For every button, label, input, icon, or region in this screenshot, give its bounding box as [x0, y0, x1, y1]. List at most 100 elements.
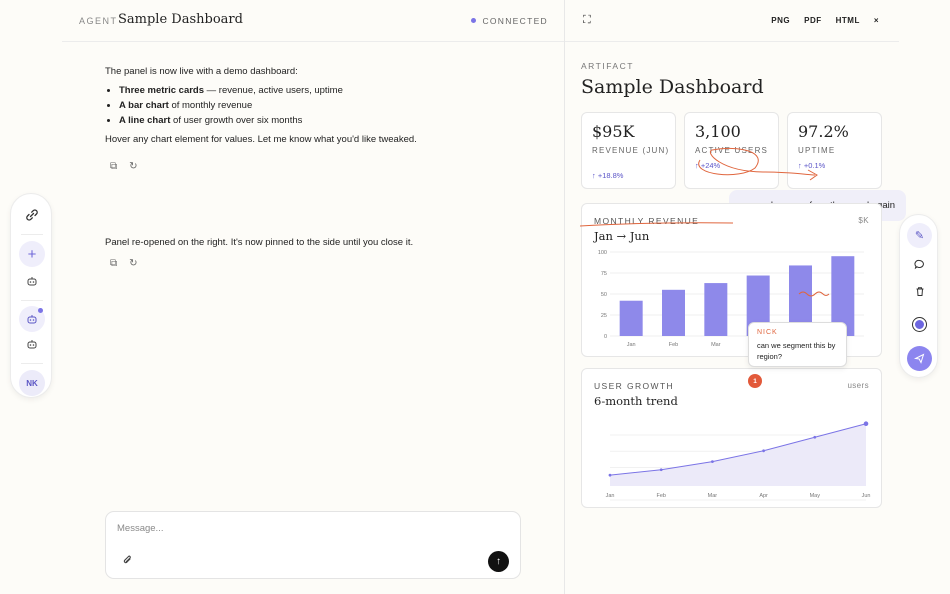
message-text: Hover any chart element for values. Let … — [105, 134, 417, 145]
send-button[interactable]: ↑ — [488, 551, 509, 572]
comment-text: can we segment this by region? — [757, 341, 836, 361]
chart-label: USER GROWTH — [594, 381, 675, 391]
list-item-text: of monthly revenue — [168, 100, 253, 111]
revenue-bar — [831, 256, 855, 336]
rail-divider — [21, 234, 43, 235]
list-item-bold: A line chart — [119, 115, 171, 126]
pencil-icon[interactable]: ✎ — [907, 223, 932, 248]
x-tick-label: Jun — [862, 493, 871, 499]
list-item: A line chart of user growth over six mon… — [119, 113, 505, 128]
connection-status: CONNECTED — [471, 16, 548, 26]
close-icon[interactable]: × — [873, 16, 879, 25]
data-point — [863, 421, 869, 427]
paperclip-icon[interactable] — [122, 554, 133, 569]
comment-bubble[interactable]: NICK can we segment this by region? — [748, 322, 847, 367]
x-tick-label: Jan — [627, 342, 636, 348]
metric-value: 3,100 — [695, 122, 741, 141]
list-item-text: of user growth over six months — [170, 115, 303, 126]
robot-icon[interactable] — [19, 306, 45, 332]
revenue-bar — [619, 300, 643, 336]
list-item-text: — revenue, active users, uptime — [204, 85, 343, 96]
robot-icon-svg — [27, 277, 37, 286]
metric-label: UPTIME — [798, 146, 836, 155]
link-icon-svg — [26, 209, 38, 221]
comment-pin[interactable]: 1 — [748, 374, 762, 388]
y-tick-label: 0 — [604, 334, 607, 340]
metric-card-uptime[interactable]: 97.2% UPTIME ↑ +0.1% — [787, 112, 882, 189]
list-item: A bar chart of monthly revenue — [119, 98, 505, 113]
retry-icon[interactable]: ↻ — [129, 258, 138, 269]
paperclip-icon-svg — [123, 555, 131, 564]
send-feedback-button[interactable] — [907, 346, 932, 371]
metric-trend: ↑ +18.8% — [592, 171, 624, 180]
data-point — [711, 460, 714, 464]
x-tick-label: Mar — [711, 342, 721, 348]
expand-icon[interactable]: ⛶ — [583, 14, 591, 26]
metric-card-revenue[interactable]: $95K REVENUE (JUN) ↑ +18.8% — [581, 112, 676, 189]
new-chat-button[interactable]: + — [19, 241, 45, 267]
comment-icon-svg — [914, 259, 924, 270]
x-tick-label: Jan — [606, 493, 615, 499]
unread-dot — [38, 308, 43, 313]
color-swatch — [913, 318, 926, 331]
trash-icon[interactable] — [907, 279, 932, 304]
copy-icon[interactable]: ⧉ — [110, 258, 118, 269]
robot-icon[interactable] — [19, 331, 45, 357]
area-fill — [610, 423, 866, 486]
y-tick-label: 100 — [598, 250, 607, 256]
metric-value: $95K — [592, 122, 635, 141]
x-tick-label: Feb — [669, 342, 678, 348]
artifact-label: ARTIFACT — [581, 61, 634, 71]
chart-label: MONTHLY REVENUE — [594, 216, 700, 226]
avatar[interactable]: NK — [19, 370, 45, 396]
y-tick-label: 75 — [601, 271, 607, 277]
artifact-title: Sample Dashboard — [581, 76, 764, 98]
rail-divider — [21, 300, 43, 301]
export-group: PNG PDF HTML × — [771, 16, 879, 25]
agent-label: AGENT — [79, 16, 118, 26]
growth-chart-panel: Jan Feb Mar Apr May Jun USER GROWTH users 6-m… — [581, 368, 882, 508]
trash-icon-svg — [916, 287, 923, 296]
robot-icon-svg — [27, 340, 37, 349]
comment-icon[interactable] — [907, 252, 932, 277]
revenue-bar — [789, 265, 812, 336]
x-tick-label: Mar — [708, 493, 718, 499]
series-line — [609, 423, 867, 476]
message-input[interactable]: Message... — [117, 523, 164, 534]
robot-icon[interactable] — [19, 268, 45, 294]
panel-divider — [564, 0, 565, 594]
user-growth-line-chart: Jan Feb Mar Apr May Jun — [606, 421, 871, 501]
export-html-button[interactable]: HTML — [835, 16, 860, 25]
chart-unit: users — [847, 381, 869, 390]
metric-label: ACTIVE USERS — [695, 146, 769, 155]
status-dot — [471, 18, 477, 23]
paper-plane-icon — [914, 353, 925, 364]
chat-header: AGENT Sample Dashboard CONNECTED — [62, 0, 564, 42]
revenue-bar — [704, 283, 728, 336]
assistant-message: Panel re-opened on the right. It's now p… — [105, 237, 414, 248]
metric-trend: ↑ +0.1% — [798, 161, 826, 170]
data-point — [659, 468, 663, 472]
x-tick-label: Apr — [759, 493, 768, 499]
color-picker[interactable] — [907, 312, 932, 337]
left-rail: + NK — [10, 193, 52, 398]
chart-unit: $K — [858, 216, 869, 225]
message-composer[interactable]: Message... ↑ — [105, 511, 521, 579]
metric-card-active-users[interactable]: 3,100 ACTIVE USERS ↑ +24% — [684, 112, 779, 189]
message-actions: ⧉ ↻ — [110, 258, 138, 269]
export-png-button[interactable]: PNG — [771, 16, 791, 25]
copy-icon[interactable]: ⧉ — [110, 161, 118, 172]
revenue-bar — [662, 289, 685, 336]
comment-author: NICK — [757, 329, 778, 336]
message-actions: ⧉ ↻ — [110, 161, 138, 172]
status-text: CONNECTED — [482, 16, 548, 26]
export-pdf-button[interactable]: PDF — [804, 16, 822, 25]
chart-subtitle: 6-month trend — [594, 394, 678, 408]
annotation-toolbar: ✎ — [899, 214, 938, 378]
retry-icon[interactable]: ↻ — [129, 161, 138, 172]
x-tick-label: May — [810, 493, 821, 499]
chat-title: Sample Dashboard — [118, 12, 243, 27]
link-icon[interactable] — [19, 202, 45, 228]
chart-subtitle: Jan → Jun — [594, 229, 650, 243]
data-point — [813, 435, 817, 439]
